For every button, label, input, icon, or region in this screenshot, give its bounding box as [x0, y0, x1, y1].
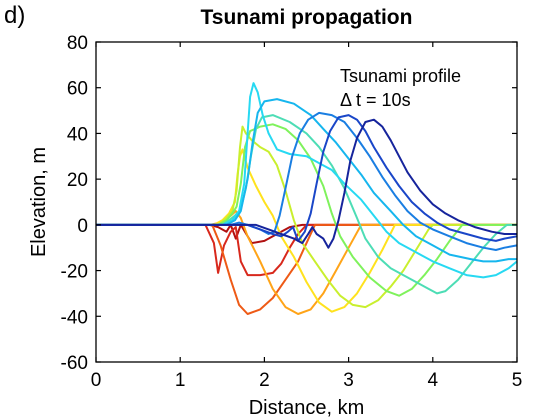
- y-tick-label: 60: [67, 79, 88, 100]
- x-axis-label: Distance, km: [249, 397, 365, 419]
- series-line-13: [96, 118, 517, 249]
- x-tick-label: 2: [259, 370, 270, 391]
- series-line-6: [96, 125, 517, 309]
- annotation-line-1: Tsunami profile: [340, 66, 461, 86]
- series-line-8: [96, 114, 517, 295]
- x-tick-label: 0: [91, 370, 102, 391]
- axis-frame: [95, 41, 518, 363]
- y-tick-label: 40: [67, 124, 88, 145]
- series-line-2: [96, 223, 517, 277]
- series-layer: [96, 82, 518, 315]
- tick-layer: 0 1 2 3 4 5 -60 -40 -20 0 20 40 60 80: [61, 33, 523, 391]
- series-line-12: [96, 114, 518, 242]
- y-tick-label: -40: [61, 307, 88, 328]
- x-tick-label: 5: [512, 370, 523, 391]
- y-tick-label: 0: [77, 216, 88, 237]
- y-tick-label: -20: [61, 262, 88, 283]
- series-line-10: [96, 98, 517, 263]
- y-axis-label: Elevation, m: [28, 147, 50, 257]
- annotation-line-2: Δ t = 10s: [340, 90, 411, 110]
- x-tick-label: 4: [428, 370, 439, 391]
- x-tick-label: 1: [175, 370, 186, 391]
- y-tick-label: 80: [67, 33, 88, 54]
- series-line-9: [96, 82, 518, 279]
- x-tick-label: 3: [343, 370, 354, 391]
- panel-label: d): [4, 2, 26, 29]
- series-line-7: [96, 123, 517, 297]
- y-tick-label: 20: [67, 170, 88, 191]
- series-line-3: [96, 223, 517, 315]
- y-tick-label: -60: [61, 353, 88, 374]
- chart-title: Tsunami propagation: [200, 6, 413, 29]
